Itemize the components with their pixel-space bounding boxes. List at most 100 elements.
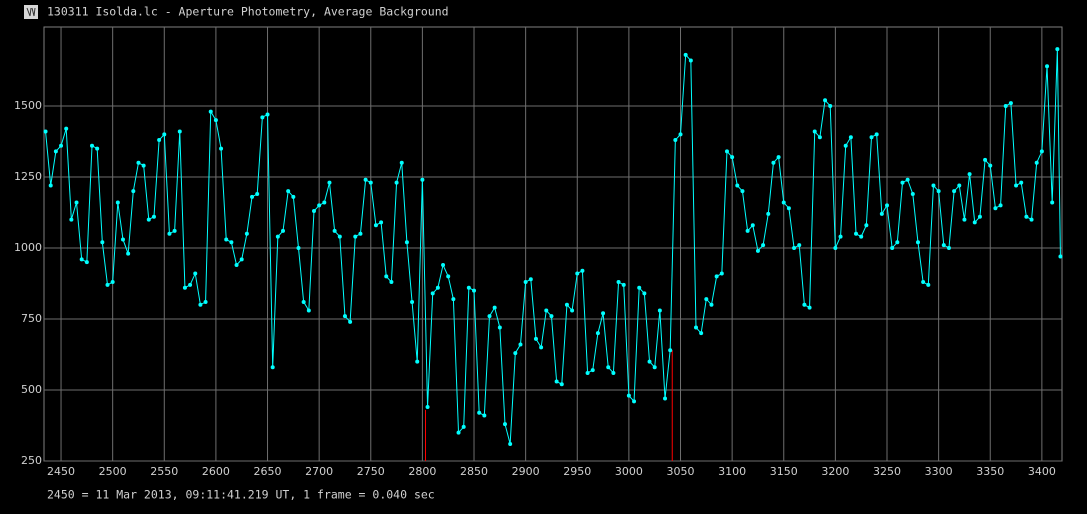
data-point <box>172 228 177 233</box>
data-point <box>90 143 95 148</box>
data-point <box>616 280 621 285</box>
data-point <box>306 308 311 313</box>
data-point <box>373 223 378 228</box>
data-point <box>48 183 53 188</box>
data-point <box>157 138 162 143</box>
data-point <box>1024 214 1029 219</box>
data-point <box>946 245 951 250</box>
data-point <box>823 98 828 103</box>
x-tick-label: 3000 <box>615 465 643 478</box>
data-point <box>399 160 404 165</box>
data-point <box>115 200 120 205</box>
y-tick-label: 750 <box>21 312 42 325</box>
data-point <box>208 109 213 114</box>
data-point <box>786 206 791 211</box>
data-point <box>895 240 900 245</box>
data-point <box>626 393 631 398</box>
data-point <box>590 368 595 373</box>
data-point <box>126 251 131 256</box>
data-point <box>415 359 420 364</box>
data-point <box>244 231 249 236</box>
data-point <box>239 257 244 262</box>
data-point <box>167 231 172 236</box>
data-point <box>203 299 208 304</box>
data-point <box>704 297 709 302</box>
data-point <box>724 149 729 154</box>
data-point <box>358 231 363 236</box>
data-point <box>162 132 167 137</box>
data-point <box>699 331 704 336</box>
data-point <box>843 143 848 148</box>
data-point <box>234 263 239 268</box>
data-point <box>730 155 735 160</box>
data-point <box>776 155 781 160</box>
data-point <box>668 348 673 353</box>
y-tick-label: 1500 <box>14 99 42 112</box>
data-point <box>182 285 187 290</box>
data-point <box>198 302 203 307</box>
data-point <box>693 325 698 330</box>
data-point <box>848 135 853 140</box>
data-point <box>539 345 544 350</box>
data-point <box>580 268 585 273</box>
x-tick-label: 3150 <box>770 465 798 478</box>
data-point <box>621 282 626 287</box>
data-point <box>601 311 606 316</box>
data-point <box>193 271 198 276</box>
data-point <box>275 234 280 239</box>
plot <box>43 47 1063 461</box>
data-point <box>64 126 69 131</box>
data-point <box>213 118 218 123</box>
data-point <box>595 331 600 336</box>
data-point <box>513 351 518 356</box>
data-point <box>74 200 79 205</box>
data-point <box>792 245 797 250</box>
data-point <box>404 240 409 245</box>
data-point <box>327 180 332 185</box>
data-point <box>663 396 668 401</box>
data-point <box>642 291 647 296</box>
y-tick-label: 500 <box>21 383 42 396</box>
data-point <box>502 422 507 427</box>
data-point <box>673 138 678 143</box>
data-point <box>657 308 662 313</box>
data-point <box>797 243 802 248</box>
data-point <box>368 180 373 185</box>
data-point <box>146 217 151 222</box>
data-point <box>859 234 864 239</box>
data-point <box>456 430 461 435</box>
data-point <box>781 200 786 205</box>
data-point <box>941 243 946 248</box>
data-point <box>110 280 115 285</box>
data-point <box>745 228 750 233</box>
data-point <box>291 194 296 199</box>
data-point <box>342 314 347 319</box>
data-point <box>869 135 874 140</box>
data-point <box>678 132 683 137</box>
data-point <box>575 271 580 276</box>
data-point <box>900 180 905 185</box>
data-point <box>255 192 260 197</box>
data-point <box>461 424 466 429</box>
data-point <box>683 52 688 57</box>
x-tick-label: 3250 <box>873 465 901 478</box>
data-point <box>435 285 440 290</box>
data-point <box>554 379 559 384</box>
data-point <box>487 314 492 319</box>
data-point <box>817 135 822 140</box>
data-point <box>879 211 884 216</box>
data-point <box>141 163 146 168</box>
data-point <box>188 282 193 287</box>
x-tick-label: 2800 <box>408 465 436 478</box>
data-point <box>988 163 993 168</box>
data-point <box>497 325 502 330</box>
data-point <box>714 274 719 279</box>
data-point <box>564 302 569 307</box>
x-tick-label: 3300 <box>925 465 953 478</box>
data-point <box>151 214 156 219</box>
data-point <box>1050 200 1055 205</box>
data-point <box>750 223 755 228</box>
data-point <box>905 177 910 182</box>
data-point <box>265 112 270 117</box>
